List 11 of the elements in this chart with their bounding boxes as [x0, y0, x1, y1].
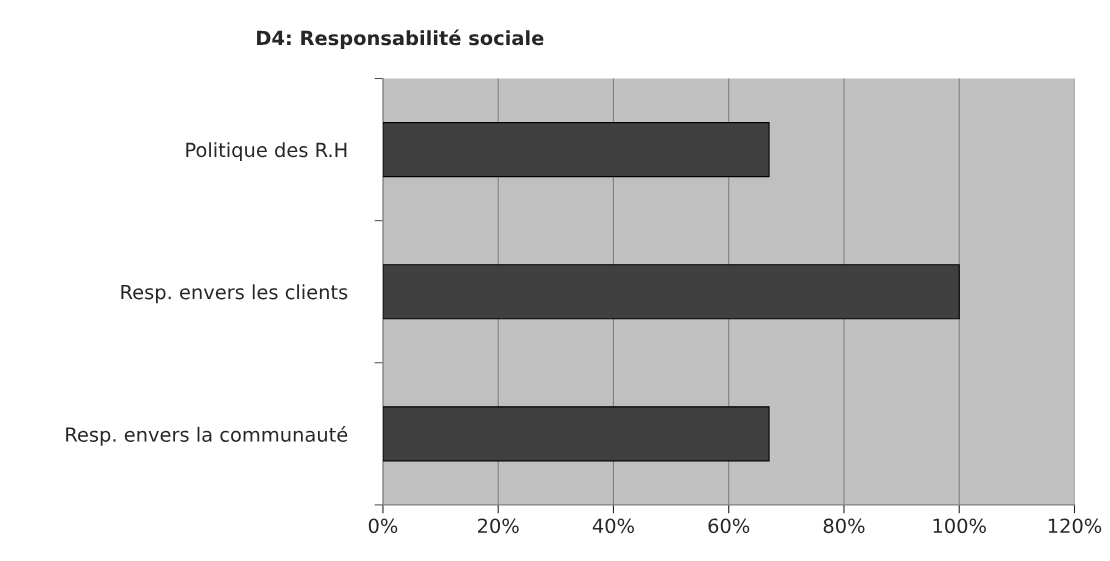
y-tick-label: Politique des R.H	[186, 142, 347, 162]
x-tick-label: 100%	[933, 518, 986, 534]
x-tick-label: 80%	[823, 518, 865, 534]
x-tick-label: 40%	[592, 518, 634, 534]
x-tick-label: 20%	[478, 518, 519, 534]
x-tick-label: 0%	[368, 518, 398, 534]
chart-title: D4: Responsabilité sociale	[257, 29, 544, 50]
y-tick-label: Resp. envers les clients	[121, 284, 348, 304]
y-tick-label: Resp. envers la communauté	[66, 426, 348, 446]
x-tick-label: 60%	[708, 518, 750, 534]
x-tick-label: 120%	[1048, 518, 1102, 534]
